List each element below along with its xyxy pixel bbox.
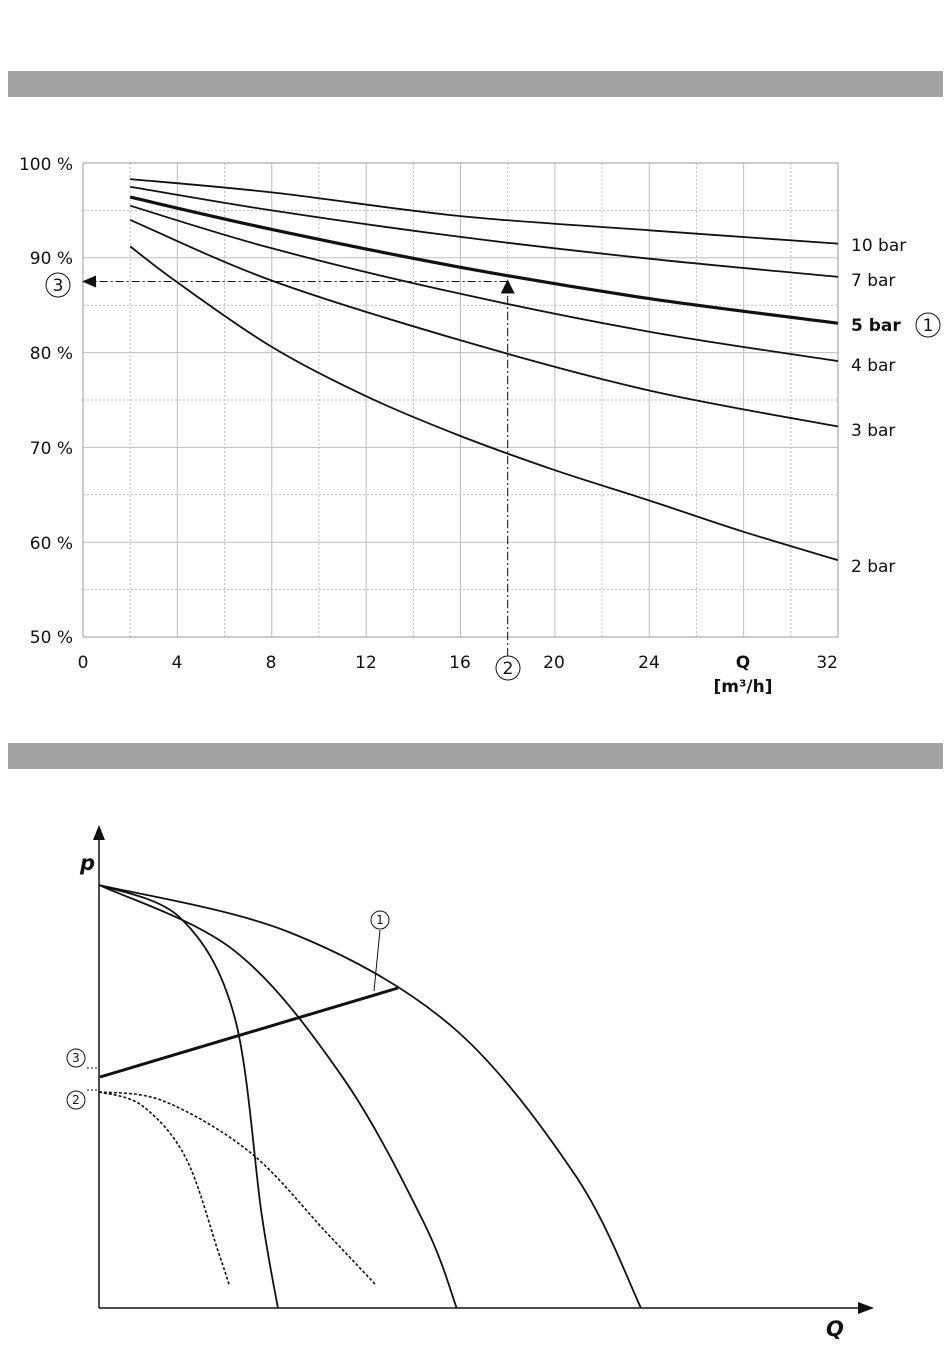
series-lines xyxy=(129,178,839,562)
callout-circle-3 xyxy=(45,272,71,298)
callout-number-2: 2 xyxy=(503,659,514,679)
section-header-bar-middle xyxy=(8,743,943,769)
series-line xyxy=(129,245,839,562)
x-tick-label: 4 xyxy=(172,653,183,673)
series-label-7-bar: 7 bar xyxy=(851,271,895,291)
series-line xyxy=(129,219,839,428)
series-line xyxy=(130,178,839,245)
series-line xyxy=(129,204,839,362)
pump-curve xyxy=(98,884,458,1309)
callout-circle-1 xyxy=(915,312,941,338)
callout-circle-2 xyxy=(66,1090,86,1110)
grid xyxy=(83,163,838,637)
section-header-bar-top xyxy=(8,71,943,97)
pump-curve xyxy=(98,884,642,1309)
callout-number-3: 3 xyxy=(53,276,64,296)
callout-number-3: 3 xyxy=(72,1051,80,1065)
series-line xyxy=(129,195,839,325)
y-axis-arrowhead xyxy=(93,825,105,840)
reading-annotation xyxy=(82,275,515,656)
characteristic-curves xyxy=(98,884,642,1309)
x-axis-arrowhead xyxy=(858,1302,874,1314)
y-tick-label: 100 % xyxy=(19,155,73,175)
callout-leader-1 xyxy=(373,929,381,992)
series-label-5-bar: 5 bar xyxy=(851,316,901,336)
y-tick-label: 60 % xyxy=(30,534,73,554)
pump-curve xyxy=(98,884,279,1309)
series-label-4-bar: 4 bar xyxy=(851,356,895,376)
x-tick-label: 0 xyxy=(78,653,89,673)
system-curve xyxy=(99,986,399,1079)
y-axis-title: p xyxy=(79,851,95,875)
x-tick-label: 20 xyxy=(543,653,565,673)
reduced-speed-curve xyxy=(98,1091,376,1286)
x-tick-label: 32 xyxy=(816,653,838,673)
y-tick-label: 70 % xyxy=(30,439,73,459)
series-label-2-bar: 2 bar xyxy=(851,557,895,577)
x-axis-unit: [m³/h] xyxy=(713,677,772,697)
x-axis-title: Q xyxy=(736,653,750,673)
series-line xyxy=(130,185,839,278)
x-axis-title: Q xyxy=(826,1317,844,1341)
reading-arrowhead-up xyxy=(500,279,515,294)
y-tick-label: 80 % xyxy=(30,344,73,364)
x-tick-label: 8 xyxy=(266,653,277,673)
x-tick-label: 16 xyxy=(449,653,471,673)
reduced-speed-curve xyxy=(98,1091,230,1285)
efficiency-chart: 100 % 90 % 80 % 70 % 60 % 50 % 0 4 8 12 … xyxy=(19,155,941,697)
callout-circle-2 xyxy=(495,655,521,681)
callout-circle-1 xyxy=(370,910,390,930)
callout-circle-3 xyxy=(66,1048,86,1068)
y-tick-label: 90 % xyxy=(30,249,73,269)
reading-arrowhead-left xyxy=(82,275,96,288)
x-tick-label: 12 xyxy=(355,653,377,673)
callout-number-1: 1 xyxy=(376,913,384,927)
y-tick-label: 50 % xyxy=(30,628,73,648)
series-label-10-bar: 10 bar xyxy=(851,236,906,256)
callout-number-2: 2 xyxy=(72,1093,80,1107)
series-label-3-bar: 3 bar xyxy=(851,421,895,441)
plot-frame xyxy=(82,162,839,638)
x-tick-label: 24 xyxy=(638,653,660,673)
callout-number-1: 1 xyxy=(923,316,934,336)
